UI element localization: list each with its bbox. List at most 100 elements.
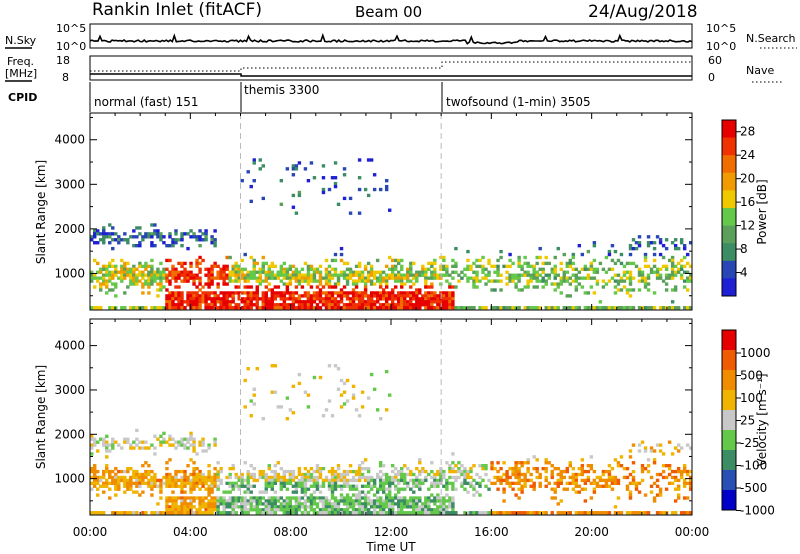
heatmap-cell	[348, 469, 353, 474]
heatmap-cell	[363, 478, 368, 483]
y-tick-label: 4000	[54, 133, 85, 147]
colorbar-tick-label: 12	[740, 219, 755, 233]
heatmap-cell	[643, 493, 648, 497]
heatmap-cell	[237, 267, 241, 271]
heatmap-cell	[351, 493, 356, 497]
heatmap-cell	[412, 303, 416, 307]
heatmap-cell	[306, 270, 311, 274]
heatmap-cell	[93, 232, 97, 236]
heatmap-cell	[409, 270, 413, 274]
heatmap-cell	[177, 291, 181, 295]
heatmap-cell	[619, 306, 624, 310]
heatmap-cell	[120, 475, 124, 480]
heatmap-cell	[270, 499, 275, 503]
heatmap-cell	[180, 306, 184, 310]
heatmap-cell	[264, 472, 268, 477]
heatmap-cell	[616, 496, 621, 500]
heatmap-cell	[514, 276, 518, 280]
heatmap-cell	[201, 291, 205, 295]
heatmap-cell	[249, 199, 253, 204]
heatmap-cell	[261, 303, 265, 307]
heatmap-cell	[670, 306, 675, 310]
heatmap-cell	[571, 261, 576, 266]
heatmap-cell	[676, 306, 681, 310]
heatmap-cell	[306, 475, 311, 480]
heatmap-cell	[219, 478, 223, 483]
heatmap-cell	[315, 481, 320, 486]
heatmap-cell	[111, 481, 115, 486]
heatmap-cell	[195, 511, 199, 515]
heatmap-cell	[261, 267, 265, 271]
heatmap-cell	[135, 472, 139, 477]
colorbar-swatch	[722, 260, 736, 279]
heatmap-cell	[336, 306, 341, 310]
heatmap-cell	[550, 472, 554, 477]
heatmap-cell	[102, 437, 106, 441]
heatmap-cell	[231, 306, 235, 310]
heatmap-cell	[198, 481, 202, 486]
heatmap-cell	[264, 300, 268, 304]
heatmap-cell	[114, 466, 118, 471]
heatmap-cell	[330, 472, 335, 477]
heatmap-cell	[198, 508, 202, 512]
heatmap-cell	[339, 258, 344, 263]
heatmap-cell	[400, 285, 404, 289]
heatmap-cell	[433, 306, 437, 310]
heatmap-cell	[132, 475, 136, 480]
heatmap-cell	[147, 264, 151, 269]
heatmap-cell	[309, 466, 314, 471]
heatmap-cell	[327, 264, 332, 269]
heatmap-cell	[300, 484, 305, 488]
heatmap-cell	[312, 375, 317, 380]
heatmap-cell	[520, 487, 524, 491]
heatmap-cell	[574, 306, 579, 310]
heatmap-cell	[580, 469, 585, 474]
heatmap-cell	[243, 291, 247, 295]
heatmap-cell	[273, 472, 278, 477]
heatmap-cell	[120, 511, 124, 515]
heatmap-cell	[375, 505, 380, 509]
heatmap-cell	[201, 258, 205, 263]
heatmap-cell	[679, 511, 684, 515]
heatmap-cell	[168, 279, 172, 283]
heatmap-cell	[147, 279, 151, 283]
heatmap-cell	[348, 196, 353, 201]
heatmap-cell	[342, 306, 347, 310]
heatmap-cell	[351, 384, 356, 389]
heatmap-cell	[138, 244, 142, 248]
heatmap-cell	[213, 294, 217, 298]
heatmap-cell	[424, 499, 428, 503]
heatmap-cell	[303, 481, 308, 486]
heatmap-cell	[568, 461, 572, 465]
heatmap-cell	[406, 481, 410, 486]
heatmap-cell	[565, 264, 569, 269]
heatmap-cell	[378, 499, 383, 503]
heatmap-cell	[357, 211, 362, 215]
heatmap-cell	[198, 238, 202, 242]
heatmap-cell	[532, 285, 536, 289]
heatmap-cell	[237, 264, 241, 269]
heatmap-cell	[183, 232, 187, 236]
heatmap-cell	[189, 235, 193, 239]
heatmap-cell	[514, 461, 518, 465]
heatmap-cell	[210, 300, 214, 304]
heatmap-cell	[369, 297, 374, 301]
heatmap-cell	[207, 469, 211, 474]
heatmap-cell	[357, 496, 362, 500]
heatmap-cell	[517, 478, 521, 483]
heatmap-cell	[646, 288, 651, 292]
colorbar-swatch	[722, 330, 736, 351]
heatmap-cell	[192, 282, 196, 286]
heatmap-cell	[204, 282, 208, 286]
heatmap-cell	[562, 279, 566, 283]
heatmap-cell	[547, 276, 551, 280]
heatmap-cell	[336, 499, 341, 503]
heatmap-cell	[378, 461, 383, 465]
heatmap-cell	[339, 496, 344, 500]
heatmap-cell	[249, 490, 253, 494]
heatmap-cell	[171, 505, 175, 509]
heatmap-cell	[463, 273, 467, 277]
heatmap-cell	[114, 306, 118, 310]
heatmap-cell	[270, 297, 275, 301]
